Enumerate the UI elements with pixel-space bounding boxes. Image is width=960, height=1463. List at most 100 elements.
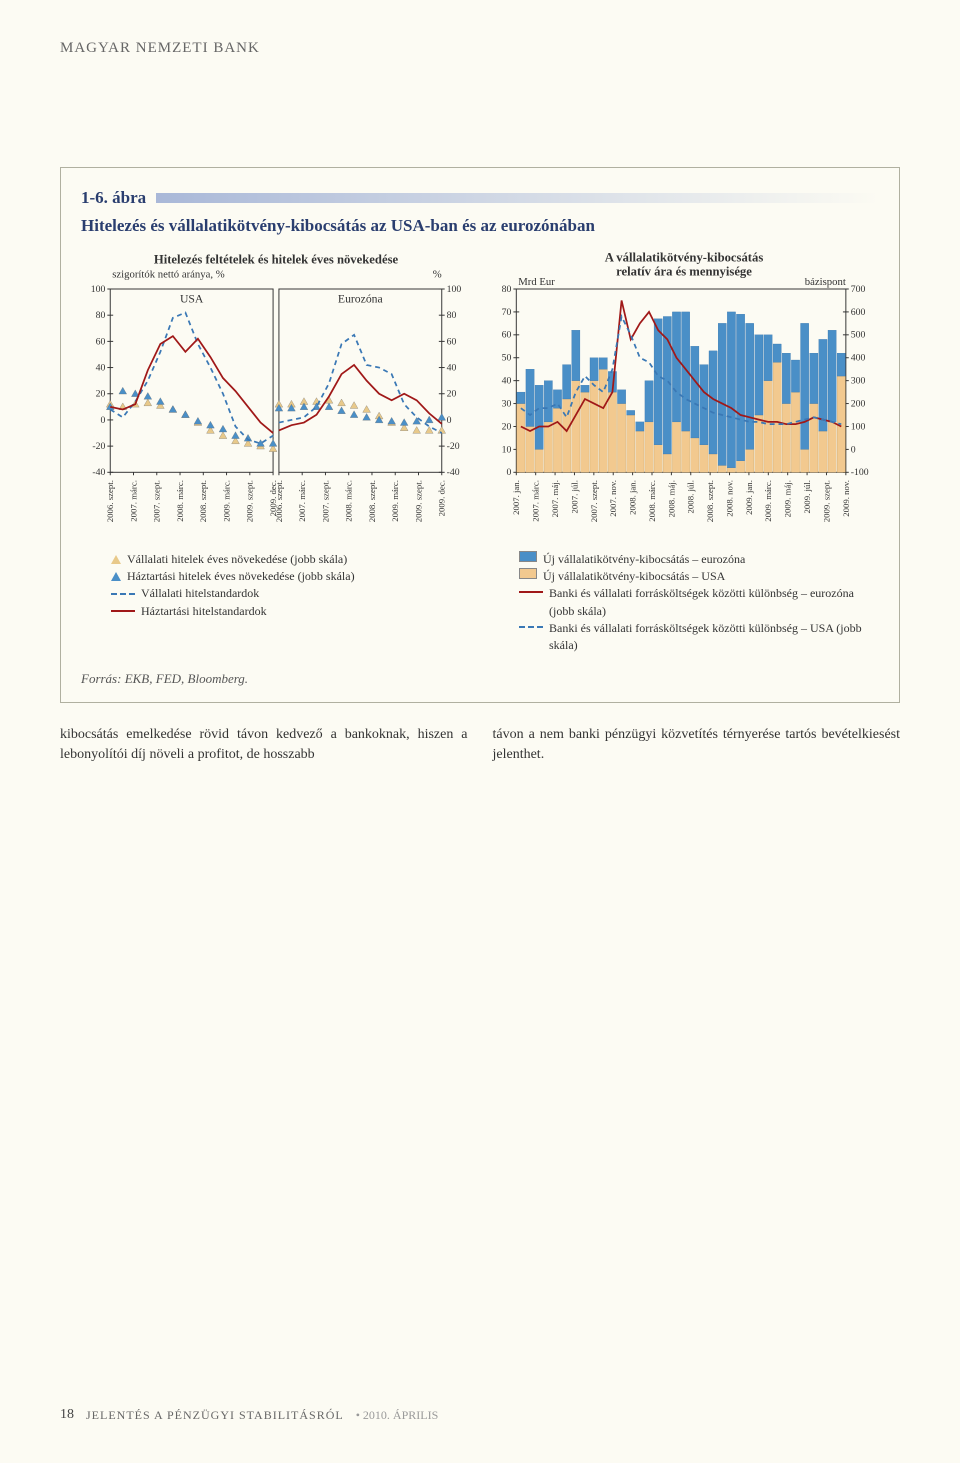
svg-text:100: 100 — [447, 284, 462, 295]
right-chart-legend: Új vállalatikötvény-kibocsátás – eurozón… — [489, 543, 879, 655]
svg-text:50: 50 — [502, 353, 512, 364]
svg-text:2009. nov.: 2009. nov. — [841, 480, 851, 517]
svg-text:600: 600 — [851, 307, 866, 318]
svg-text:2007. máj.: 2007. máj. — [550, 480, 560, 517]
svg-text:szigorítók nettó aránya, %: szigorítók nettó aránya, % — [112, 268, 225, 280]
svg-text:0: 0 — [447, 415, 452, 426]
legend-item: Új vállalatikötvény-kibocsátás – USA — [519, 568, 879, 585]
svg-text:2009. júl.: 2009. júl. — [802, 480, 812, 513]
legend-item: Vállalati hitelstandardok — [111, 585, 471, 602]
right-chart: A vállalatikötvény-kibocsátásrelatív ára… — [489, 250, 879, 655]
body-col-right: távon a nem banki pénzügyi közvetítés té… — [493, 725, 901, 766]
svg-text:80: 80 — [96, 310, 106, 321]
svg-text:300: 300 — [851, 376, 866, 387]
svg-text:2008. szept.: 2008. szept. — [705, 480, 715, 522]
figure-box: 1-6. ábra Hitelezés és vállalatikötvény-… — [60, 167, 900, 703]
svg-text:A vállalatikötvény-kibocsátás: A vállalatikötvény-kibocsátás — [605, 251, 764, 265]
svg-text:20: 20 — [502, 421, 512, 432]
svg-text:2009. szept.: 2009. szept. — [413, 480, 423, 522]
svg-text:0: 0 — [507, 467, 512, 478]
svg-text:0: 0 — [101, 415, 106, 426]
page-footer: 18 JELENTÉS A PÉNZÜGYI STABILITÁSRÓL • 2… — [60, 1407, 438, 1423]
svg-text:700: 700 — [851, 284, 866, 295]
svg-text:2008. júl.: 2008. júl. — [686, 480, 696, 513]
svg-text:100: 100 — [851, 421, 866, 432]
svg-text:500: 500 — [851, 330, 866, 341]
svg-text:Hitelezés feltételek és hitele: Hitelezés feltételek és hitelek éves növ… — [154, 253, 399, 267]
svg-text:Eurozóna: Eurozóna — [338, 293, 384, 306]
svg-text:60: 60 — [96, 336, 106, 347]
svg-text:2009. márc.: 2009. márc. — [390, 480, 400, 522]
footer-title: JELENTÉS A PÉNZÜGYI STABILITÁSRÓL — [86, 1408, 344, 1423]
svg-text:2008. szept.: 2008. szept. — [367, 480, 377, 522]
legend-item: Új vállalatikötvény-kibocsátás – eurozón… — [519, 551, 879, 568]
svg-text:20: 20 — [96, 389, 106, 400]
svg-text:2009. márc.: 2009. márc. — [221, 480, 231, 522]
figure-source: Forrás: EKB, FED, Bloomberg. — [81, 671, 879, 687]
svg-text:30: 30 — [502, 398, 512, 409]
body-col-left: kibocsátás emelkedése rövid távon kedvez… — [60, 725, 468, 766]
svg-text:2009. máj.: 2009. máj. — [783, 480, 793, 517]
legend-item: Banki és vállalati forrásköltségek közöt… — [519, 620, 879, 655]
svg-text:-20: -20 — [447, 441, 460, 452]
svg-text:2009. márc.: 2009. márc. — [763, 480, 773, 522]
legend-item: Banki és vállalati forrásköltségek közöt… — [519, 585, 879, 620]
left-chart-legend: Vállalati hitelek éves növekedése (jobb … — [81, 543, 471, 621]
svg-text:200: 200 — [851, 398, 866, 409]
body-text: kibocsátás emelkedése rövid távon kedvez… — [60, 725, 900, 766]
svg-text:-20: -20 — [92, 441, 105, 452]
svg-text:2009. jan.: 2009. jan. — [744, 480, 754, 515]
left-chart: Hitelezés feltételek és hitelek éves növ… — [81, 250, 471, 655]
svg-text:40: 40 — [502, 376, 512, 387]
svg-text:40: 40 — [447, 362, 457, 373]
svg-text:2008. nov.: 2008. nov. — [724, 480, 734, 517]
svg-text:2008. márc.: 2008. márc. — [344, 480, 354, 522]
svg-text:40: 40 — [96, 362, 106, 373]
figure-label-deco — [156, 193, 879, 203]
svg-text:2009. szept.: 2009. szept. — [821, 480, 831, 522]
svg-text:2008. márc.: 2008. márc. — [647, 480, 657, 522]
svg-text:2008. jan.: 2008. jan. — [628, 480, 638, 515]
figure-title: Hitelezés és vállalatikötvény-kibocsátás… — [81, 216, 879, 236]
svg-text:60: 60 — [447, 336, 457, 347]
svg-text:2006. szept.: 2006. szept. — [105, 480, 115, 522]
svg-text:USA: USA — [180, 293, 204, 306]
legend-item: Háztartási hitelek éves növekedése (jobb… — [111, 568, 471, 585]
svg-text:2007. nov.: 2007. nov. — [608, 480, 618, 517]
svg-text:2009. szept.: 2009. szept. — [245, 480, 255, 522]
svg-text:-40: -40 — [447, 467, 460, 478]
svg-text:2007. márc.: 2007. márc. — [531, 480, 541, 522]
footer-date: • 2010. ÁPRILIS — [356, 1408, 439, 1423]
svg-text:2007. júl.: 2007. júl. — [569, 480, 579, 513]
svg-text:Mrd Eur: Mrd Eur — [518, 276, 555, 288]
svg-text:80: 80 — [447, 310, 457, 321]
page-number: 18 — [60, 1407, 74, 1423]
svg-text:2009. dec.: 2009. dec. — [437, 480, 447, 516]
svg-text:2006. szept.: 2006. szept. — [274, 480, 284, 522]
svg-text:0: 0 — [851, 444, 856, 455]
svg-text:2007. márc.: 2007. márc. — [128, 480, 138, 522]
svg-text:2007. szept.: 2007. szept. — [320, 480, 330, 522]
svg-text:relatív ára és mennyisége: relatív ára és mennyisége — [616, 264, 752, 278]
svg-text:20: 20 — [447, 389, 457, 400]
svg-text:2007. szept.: 2007. szept. — [152, 480, 162, 522]
svg-text:2008. szept.: 2008. szept. — [198, 480, 208, 522]
svg-text:10: 10 — [502, 444, 512, 455]
svg-text:80: 80 — [502, 284, 512, 295]
svg-text:2007. szept.: 2007. szept. — [589, 480, 599, 522]
svg-text:2007. márc.: 2007. márc. — [297, 480, 307, 522]
legend-item: Háztartási hitelstandardok — [111, 603, 471, 620]
svg-text:70: 70 — [502, 307, 512, 318]
svg-text:%: % — [433, 268, 442, 280]
svg-text:-100: -100 — [851, 467, 869, 478]
svg-text:2008. márc.: 2008. márc. — [175, 480, 185, 522]
svg-text:400: 400 — [851, 353, 866, 364]
page-header: MAGYAR NEMZETI BANK — [0, 0, 960, 67]
legend-item: Vállalati hitelek éves növekedése (jobb … — [111, 551, 471, 568]
svg-text:60: 60 — [502, 330, 512, 341]
svg-text:2008. máj.: 2008. máj. — [666, 480, 676, 517]
svg-text:bázispont: bázispont — [805, 276, 846, 288]
svg-text:100: 100 — [91, 284, 106, 295]
svg-text:-40: -40 — [92, 467, 105, 478]
figure-label: 1-6. ábra — [81, 188, 146, 208]
